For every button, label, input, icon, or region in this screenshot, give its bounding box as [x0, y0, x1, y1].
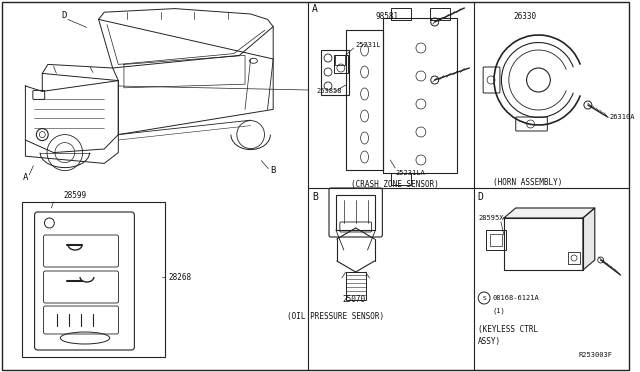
Polygon shape	[583, 208, 595, 270]
Bar	[346, 272, 365, 300]
Bar	[383, 18, 458, 173]
Text: A: A	[22, 173, 28, 182]
Bar	[490, 234, 502, 246]
Text: A: A	[312, 4, 318, 14]
Text: S: S	[483, 295, 486, 301]
Text: (1): (1)	[492, 308, 505, 314]
Text: D: D	[61, 11, 67, 20]
Text: (KEYLESS CTRL: (KEYLESS CTRL	[478, 325, 538, 334]
Text: 26330: 26330	[514, 12, 537, 21]
Text: (CRASH ZONE SENSOR): (CRASH ZONE SENSOR)	[351, 180, 438, 189]
Text: 98581: 98581	[376, 12, 399, 21]
Bar	[321, 50, 349, 95]
Text: (OIL PRESSURE SENSOR): (OIL PRESSURE SENSOR)	[287, 312, 385, 321]
Text: R253003F: R253003F	[579, 352, 612, 358]
Text: 28595X: 28595X	[478, 215, 504, 221]
Text: 253858: 253858	[316, 88, 342, 94]
Text: B: B	[312, 192, 318, 202]
Bar	[391, 173, 411, 185]
Bar	[391, 8, 411, 20]
Bar	[336, 195, 376, 230]
Text: 28599: 28599	[63, 191, 86, 200]
Bar	[346, 30, 383, 170]
Bar	[504, 218, 583, 270]
Text: ASSY): ASSY)	[478, 337, 501, 346]
Text: 08168-6121A: 08168-6121A	[492, 295, 539, 301]
Bar	[430, 8, 449, 20]
Text: 28268: 28268	[168, 273, 191, 282]
Polygon shape	[504, 208, 595, 218]
Text: 25231L: 25231L	[356, 42, 381, 48]
Bar	[486, 230, 506, 250]
Bar	[334, 55, 348, 73]
Text: (HORN ASSEMBLY): (HORN ASSEMBLY)	[493, 178, 563, 187]
Text: 26310A: 26310A	[610, 114, 635, 120]
Text: 25231LA: 25231LA	[396, 170, 425, 176]
Bar	[22, 202, 165, 357]
Text: B: B	[271, 166, 276, 175]
Text: D: D	[477, 192, 483, 202]
Text: 25070: 25070	[342, 295, 365, 304]
Bar	[568, 252, 580, 264]
Bar	[335, 55, 345, 65]
